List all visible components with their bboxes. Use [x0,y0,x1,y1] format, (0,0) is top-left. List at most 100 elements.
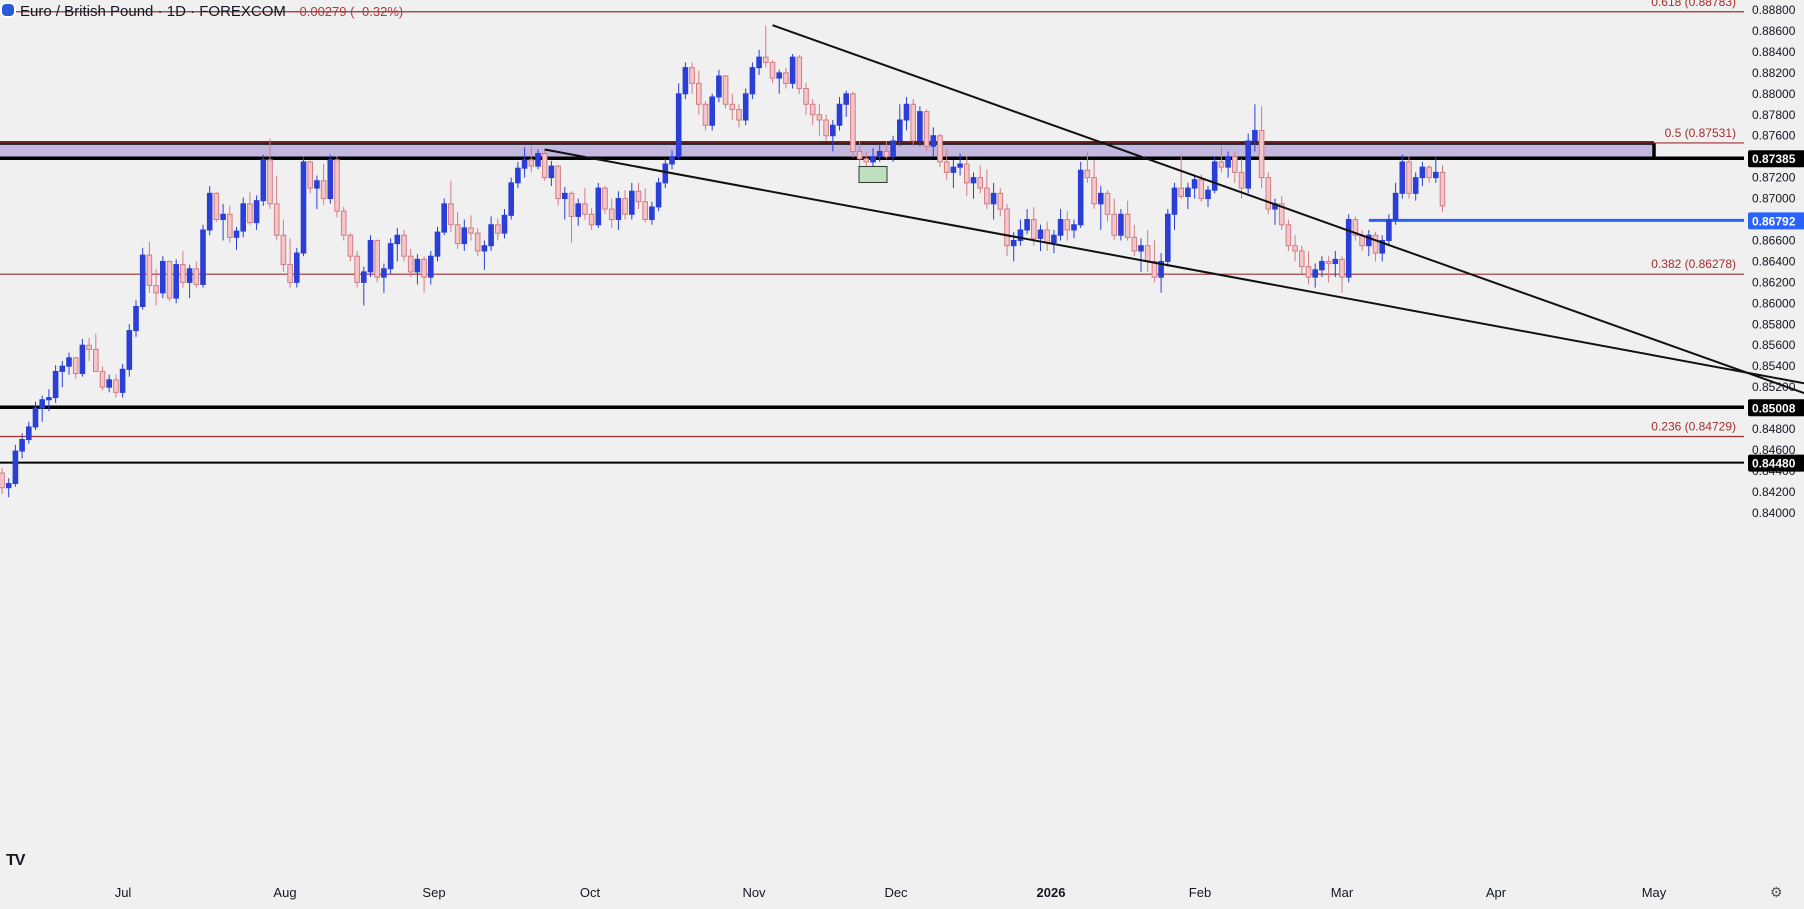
candle [241,204,246,231]
candle [630,191,635,214]
y-tick-label: 0.85800 [1752,317,1796,331]
candle [187,269,192,283]
candle [1112,214,1117,235]
y-tick-label: 0.86600 [1752,233,1796,247]
x-tick-label: Dec [884,885,908,900]
candle [1413,178,1418,194]
candle [1125,214,1130,237]
candle [623,199,628,215]
candle [777,73,782,78]
candle [951,167,956,172]
symbol-icon[interactable] [0,2,16,18]
candle [710,97,715,125]
candle [120,369,125,392]
y-tick-label: 0.87200 [1752,171,1796,185]
x-tick-label: Apr [1486,885,1507,900]
candle [388,244,393,269]
candle [1253,130,1258,140]
candle [13,451,18,483]
candle [676,94,681,157]
candle [94,349,99,371]
candle [509,183,514,215]
candle [114,380,119,393]
candle [1166,214,1171,261]
candle [382,269,387,277]
candle [737,110,742,120]
candle [1132,237,1137,251]
price-tag-1: 0.86792 [1752,214,1796,228]
candle [757,57,762,67]
candle [603,188,608,209]
candle [167,261,172,298]
candle [1259,130,1264,177]
tradingview-logo[interactable]: TV [6,852,24,870]
candle [1092,178,1097,204]
candle [321,181,326,199]
candle [60,366,65,371]
candle [127,331,132,370]
candle [1333,259,1338,263]
fib-label-2: 0.382 (0.86278) [1651,257,1736,271]
y-tick-label: 0.84800 [1752,422,1796,436]
candle [770,62,775,78]
y-tick-label: 0.88200 [1752,66,1796,80]
candle [455,225,460,244]
y-tick-label: 0.86200 [1752,275,1796,289]
y-tick-label: 0.87600 [1752,129,1796,143]
candle [764,57,769,62]
candle [1306,267,1311,277]
candle [442,204,447,232]
candle [824,120,829,136]
candles-group [0,26,1445,497]
candle [469,228,474,233]
candle [697,83,702,104]
symbol-title[interactable]: Euro / British Pound · 1D · FOREXCOM [20,3,286,20]
candle [1326,261,1331,263]
candle [944,162,949,172]
y-tick-label: 0.86400 [1752,254,1796,268]
candle [931,136,936,146]
candle [402,235,407,256]
candle [395,235,400,243]
candle [904,104,909,120]
candle [1286,225,1291,246]
candle [911,104,916,141]
candle [1226,157,1231,167]
candle [161,261,166,292]
candle [790,57,795,83]
candle [1199,180,1204,199]
candle [87,345,92,349]
candle [274,204,279,235]
candle [435,232,440,256]
candle [1246,141,1251,188]
candle [1179,188,1184,196]
candle [1300,251,1305,267]
candle [27,427,32,440]
candle [898,120,903,141]
candle [140,255,145,306]
candle [295,253,300,282]
gear-icon[interactable]: ⚙ [1770,884,1783,901]
candle [596,188,601,225]
candle [261,160,266,201]
candle [6,484,11,488]
candle [201,230,206,284]
candle [810,104,815,114]
candle [181,265,186,283]
y-tick-label: 0.85200 [1752,380,1796,394]
candle [884,151,889,156]
candle [1186,188,1191,196]
candle [496,225,501,233]
candle [475,233,480,251]
y-tick-label: 0.86000 [1752,296,1796,310]
candle [924,112,929,147]
candle [656,183,661,207]
x-tick-label: Jul [115,885,132,900]
candle [797,57,802,88]
candle [0,473,4,488]
candle [1045,230,1050,243]
candle [516,168,521,183]
candle [529,160,534,166]
